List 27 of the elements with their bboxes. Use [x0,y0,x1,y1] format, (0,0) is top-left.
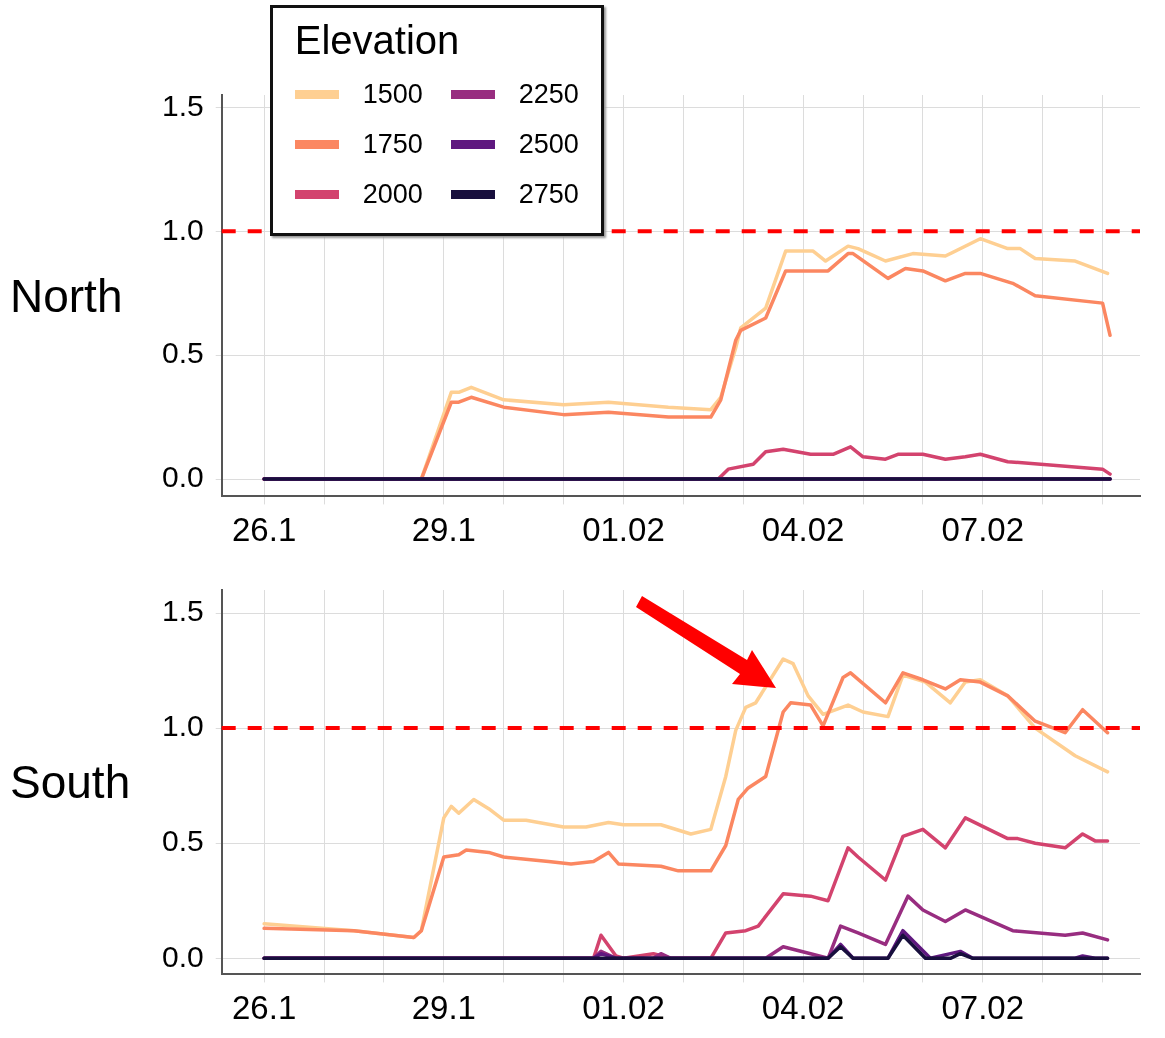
y-tick-label: 0.0 [161,939,204,973]
legend-label: 2000 [362,178,423,210]
x-tick-label: 07.02 [941,989,1025,1027]
y-axis-title: North [10,268,123,323]
x-tick-label: 04.02 [761,511,845,549]
x-tick-label: 01.02 [582,511,665,549]
y-axis-title: South [10,755,131,810]
legend-label: 1500 [362,78,423,110]
x-tick-label: 26.1 [232,511,297,549]
y-tick-label: 0.5 [161,336,204,370]
y-tick-label: 1.0 [161,709,204,743]
y-tick-label: 1.5 [161,594,204,628]
y-tick-label: 0.0 [161,460,204,494]
y-tick-label: 1.5 [161,88,204,122]
legend-label: 1750 [362,128,423,160]
legend-label: 2500 [518,128,579,160]
legend-label: 2250 [518,78,579,110]
legend-label: 2750 [518,178,579,210]
x-tick-label: 29.1 [411,511,476,549]
x-tick-label: 01.02 [582,989,665,1027]
y-tick-label: 1.0 [161,212,204,246]
x-tick-label: 29.1 [411,989,476,1027]
y-tick-label: 0.5 [161,824,204,858]
x-tick-label: 04.02 [761,989,845,1027]
legend-title: Elevation [294,18,461,63]
x-tick-label: 26.1 [232,989,297,1027]
x-tick-label: 07.02 [941,511,1025,549]
